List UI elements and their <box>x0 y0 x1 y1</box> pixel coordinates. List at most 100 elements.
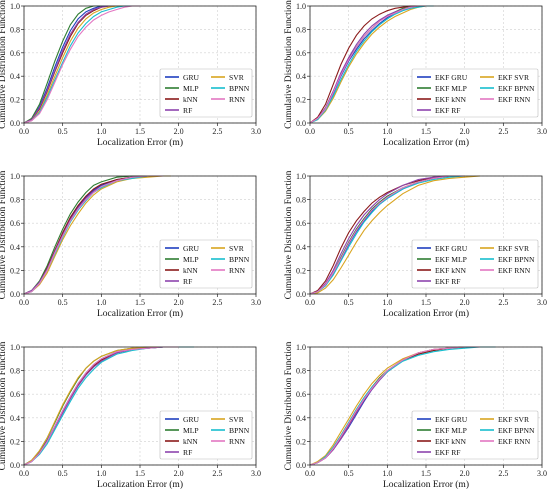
y-tick-label: 0.6 <box>296 49 306 58</box>
x-tick-label: 0.5 <box>58 127 68 136</box>
legend-entry-bpnn: EKF BPNN <box>498 84 535 93</box>
chart-panel-4: 0.0 0.5 1.0 1.5 2.0 2.5 3.00.00.20.40.60.81.0L… <box>284 170 547 319</box>
legend-entry-svr: EKF SVR <box>498 73 530 82</box>
series-line-rnn <box>23 5 140 124</box>
x-tick-label: 3.0 <box>537 469 547 478</box>
series-line-mlp <box>23 5 102 124</box>
y-axis-label: Cumulative Distribution Function <box>0 170 8 299</box>
legend-entry-gru: GRU <box>183 73 200 82</box>
y-tick-label: 0.0 <box>296 290 306 299</box>
x-tick-label: 1.5 <box>135 127 145 136</box>
x-tick-label: 3.0 <box>537 127 547 136</box>
series-line-knn <box>309 5 419 124</box>
series-line-svr <box>23 175 171 295</box>
x-tick-label: 3.0 <box>537 298 547 307</box>
legend-box <box>159 410 253 460</box>
y-tick-label: 0.6 <box>10 390 20 399</box>
legend-entry-rnn: EKF RNN <box>498 95 531 104</box>
y-tick-label: 0.8 <box>10 196 20 205</box>
legend: GRU MLP kNN RF SVR BPNN RNN <box>159 410 253 460</box>
y-tick-label: 1.0 <box>10 172 20 181</box>
x-tick-label: 0.0 <box>19 298 29 307</box>
y-tick-label: 0.6 <box>296 390 306 399</box>
series-line-rf <box>23 5 117 124</box>
x-tick-label: 0.0 <box>305 469 315 478</box>
legend-box <box>159 239 253 289</box>
x-axis-label: Localization Error (m) <box>97 479 183 490</box>
series-line-rf <box>309 175 450 295</box>
y-tick-label: 0.2 <box>296 437 306 446</box>
y-axis-label: Cumulative Distribution Function <box>0 341 8 470</box>
x-tick-label: 0.0 <box>19 127 29 136</box>
legend-entry-rf: RF <box>183 106 192 115</box>
series-line-bpnn <box>23 5 133 124</box>
y-tick-label: 0.8 <box>10 25 20 34</box>
series-line-bpnn <box>309 5 434 124</box>
legend-box <box>159 68 253 118</box>
legend-entry-rnn: RNN <box>229 437 246 446</box>
chart-panel-1: 0.0 0.5 1.0 1.5 2.0 2.5 3.00.00.20.40.60.81.0L… <box>0 0 261 148</box>
x-tick-label: 3.0 <box>251 469 261 478</box>
x-tick-label: 0.5 <box>58 298 68 307</box>
y-tick-label: 0.2 <box>10 437 20 446</box>
legend-box <box>411 239 539 289</box>
y-tick-label: 0.0 <box>10 290 20 299</box>
x-tick-label: 2.0 <box>460 127 470 136</box>
legend-entry-knn: kNN <box>183 437 198 446</box>
series-line-svr <box>309 5 434 124</box>
legend-entry-rnn: RNN <box>229 266 246 275</box>
y-tick-label: 0.0 <box>10 461 20 470</box>
legend-entry-gru: EKF GRU <box>435 73 468 82</box>
x-axis-label: Localization Error (m) <box>383 308 469 319</box>
y-tick-label: 1.0 <box>296 343 306 352</box>
x-tick-label: 3.0 <box>251 127 261 136</box>
legend-entry-bpnn: EKF BPNN <box>498 255 535 264</box>
y-tick-label: 0.4 <box>296 243 306 252</box>
y-axis-label: Cumulative Distribution Function <box>284 170 294 299</box>
y-tick-label: 0.6 <box>296 219 306 228</box>
legend-entry-rf: EKF RF <box>435 448 461 457</box>
x-tick-label: 2.5 <box>498 127 508 136</box>
legend-box <box>411 68 539 118</box>
y-tick-label: 0.8 <box>296 25 306 34</box>
x-tick-label: 2.0 <box>174 298 184 307</box>
y-tick-label: 0.0 <box>296 461 306 470</box>
legend: EKF GRU EKF MLP EKF kNN EKF RF EKF SVR EKF BP… <box>411 410 539 460</box>
legend-entry-svr: SVR <box>229 73 245 82</box>
legend: GRU MLP kNN RF SVR BPNN RNN <box>159 68 253 118</box>
y-tick-label: 1.0 <box>10 2 20 11</box>
series-line-knn <box>23 5 117 124</box>
series-line-rnn <box>309 175 465 295</box>
series-line-svr <box>23 5 125 124</box>
x-axis-label: Localization Error (m) <box>97 137 183 148</box>
series-line-rnn <box>309 5 426 124</box>
legend-entry-gru: EKF GRU <box>435 244 468 253</box>
legend-entry-gru: GRU <box>183 415 200 424</box>
series-line-rnn <box>23 175 164 295</box>
legend-entry-bpnn: EKF BPNN <box>498 426 535 435</box>
x-tick-label: 1.0 <box>382 127 392 136</box>
y-axis-label: Cumulative Distribution Function <box>284 341 294 470</box>
x-tick-label: 1.0 <box>382 298 392 307</box>
x-tick-label: 2.5 <box>212 127 222 136</box>
x-tick-label: 0.5 <box>344 127 354 136</box>
x-tick-label: 0.5 <box>344 298 354 307</box>
legend-entry-knn: EKF kNN <box>435 437 467 446</box>
legend-entry-knn: kNN <box>183 266 198 275</box>
legend: EKF GRU EKF MLP EKF kNN EKF RF EKF SVR EKF BP… <box>411 239 539 289</box>
legend-entry-mlp: MLP <box>183 84 199 93</box>
legend: EKF GRU EKF MLP EKF kNN EKF RF EKF SVR EKF BP… <box>411 68 539 118</box>
x-tick-label: 2.0 <box>174 469 184 478</box>
y-tick-label: 1.0 <box>296 172 306 181</box>
series-line-svr <box>23 346 179 466</box>
x-tick-label: 2.0 <box>174 127 184 136</box>
x-tick-label: 2.5 <box>498 298 508 307</box>
legend-entry-rnn: EKF RNN <box>498 266 531 275</box>
legend-entry-svr: SVR <box>229 244 245 253</box>
legend-entry-svr: SVR <box>229 415 245 424</box>
y-tick-label: 0.0 <box>10 119 20 128</box>
series-line-gru <box>23 5 110 124</box>
x-tick-label: 2.0 <box>460 298 470 307</box>
legend-entry-svr: EKF SVR <box>498 415 530 424</box>
